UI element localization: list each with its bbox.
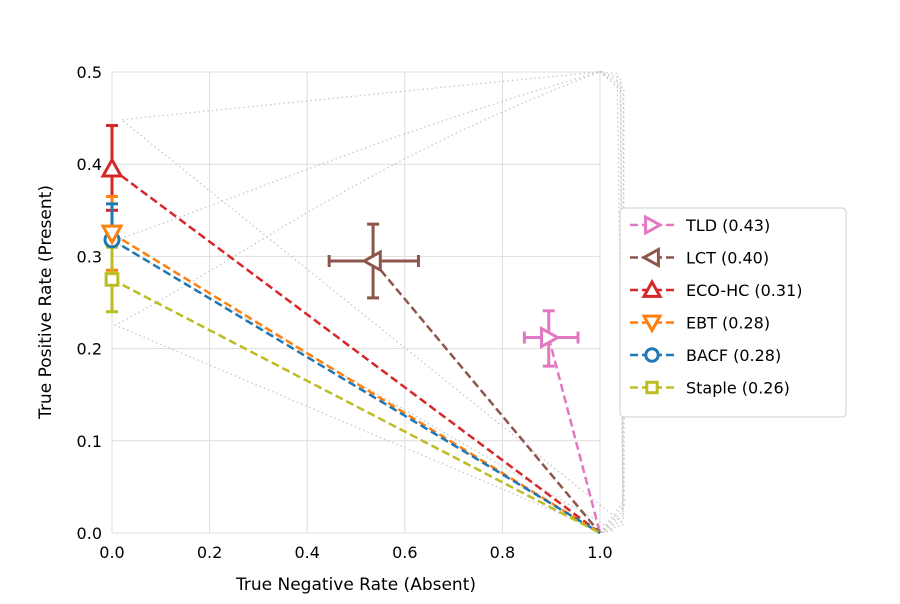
iso-contour — [110, 70, 616, 534]
y-tick-label: 0.3 — [77, 247, 102, 266]
data-point-marker — [100, 224, 124, 246]
iso-contour-layer — [110, 70, 626, 534]
y-tick-label: 0.5 — [77, 63, 102, 82]
x-tick-label: 1.0 — [587, 543, 612, 562]
data-point-marker — [104, 272, 120, 287]
y-tick-label: 0.2 — [77, 340, 102, 359]
series-line — [547, 337, 602, 534]
y-axis-title: True Positive Rate (Present) — [36, 185, 56, 420]
legend-label: ECO-HC (0.31) — [686, 281, 803, 300]
x-tick-label: 0.8 — [490, 543, 515, 562]
x-tick-label: 0.6 — [392, 543, 417, 562]
legend-label: Staple (0.26) — [686, 379, 790, 398]
legend: TLD (0.43) LCT (0.40) ECO-HC (0.31) EBT (0.… — [619, 207, 847, 418]
tick-label-layer: 0.0 0.2 0.4 0.6 0.8 1.0 0.0 0.1 0.2 0.3 0.4 0.5 — [77, 63, 613, 562]
y-tick-label: 0.1 — [77, 432, 102, 451]
legend-marker — [640, 246, 660, 269]
series-line-layer — [111, 167, 602, 535]
legend-marker — [644, 347, 660, 363]
data-point-marker — [360, 249, 382, 273]
x-tick-label: 0.2 — [197, 543, 222, 562]
legend-label: EBT (0.28) — [686, 314, 770, 333]
iso-contour — [598, 70, 624, 533]
legend-box — [619, 207, 847, 418]
series-line — [111, 278, 601, 535]
iso-contour — [595, 70, 625, 534]
legend-marker — [641, 278, 663, 298]
series-line — [372, 260, 601, 534]
grid-layer — [111, 71, 601, 534]
legend-marker — [644, 214, 664, 236]
legend-label: BACF (0.28) — [686, 346, 781, 365]
plot-background — [112, 72, 600, 533]
iso-contour — [119, 70, 626, 534]
y-tick-label: 0.4 — [77, 155, 102, 174]
iso-contour — [598, 70, 625, 533]
legend-marker — [641, 314, 663, 334]
data-point-marker — [540, 325, 561, 350]
marker-layer — [100, 156, 561, 350]
series-line — [111, 238, 601, 535]
iso-contour — [113, 70, 606, 534]
data-point-marker — [100, 156, 124, 178]
legend-marker — [645, 380, 659, 395]
legend-label: LCT (0.40) — [686, 249, 769, 268]
legend-label: TLD (0.43) — [685, 216, 770, 235]
x-tick-label: 0.0 — [99, 543, 124, 562]
iso-contour — [598, 70, 624, 534]
y-tick-label: 0.0 — [77, 524, 102, 543]
x-axis-title: True Negative Rate (Absent) — [235, 575, 476, 595]
x-tick-label: 0.4 — [294, 543, 319, 562]
series-line — [111, 167, 601, 535]
